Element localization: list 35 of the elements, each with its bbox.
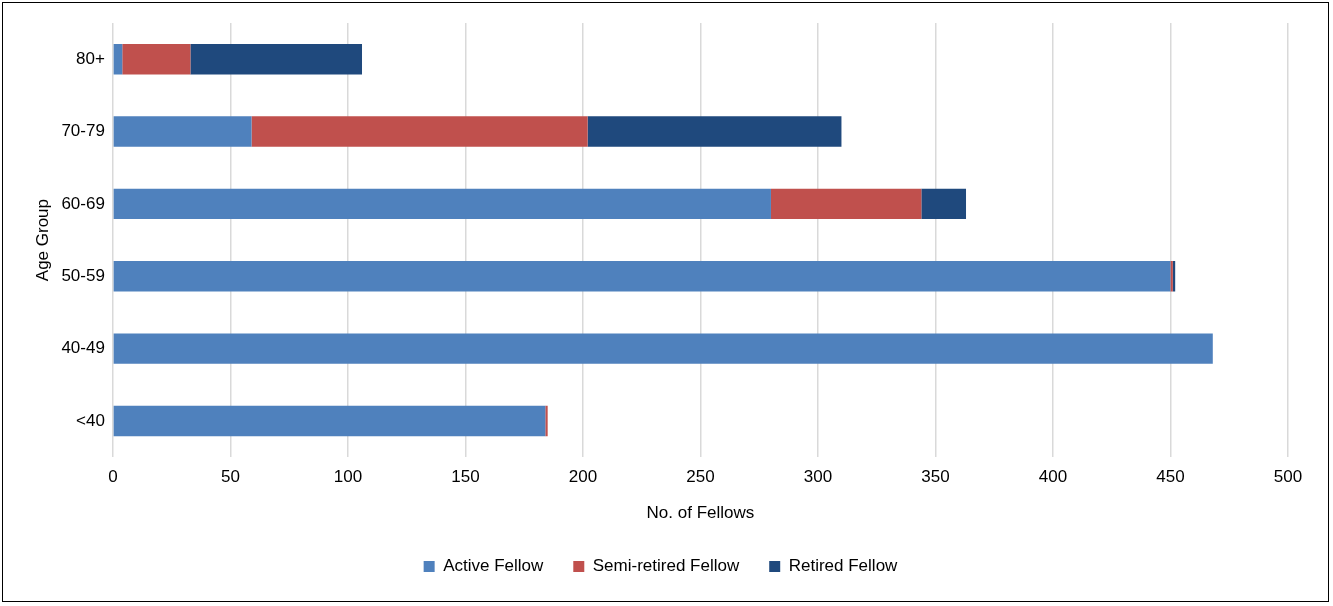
bar bbox=[113, 261, 1171, 292]
bar bbox=[545, 405, 548, 437]
bar bbox=[587, 116, 842, 147]
y-axis-title: Age Group bbox=[32, 198, 52, 282]
bar bbox=[190, 43, 363, 75]
bar bbox=[113, 188, 771, 220]
y-tick-label: 70-79 bbox=[61, 121, 105, 141]
x-tick-label: 500 bbox=[1273, 467, 1303, 487]
x-tick-label: 50 bbox=[220, 467, 240, 487]
x-tick-label: 400 bbox=[1038, 467, 1068, 487]
y-tick-label: 60-69 bbox=[61, 193, 105, 213]
y-tick-label: 50-59 bbox=[61, 265, 105, 285]
x-tick-label: 100 bbox=[333, 467, 363, 487]
x-axis-title: No. of Fellows bbox=[646, 503, 755, 523]
bar bbox=[113, 333, 1213, 364]
y-tick-label: 80+ bbox=[76, 48, 105, 68]
y-tick-label: 40-49 bbox=[61, 338, 105, 358]
legend-label: Retired Fellow bbox=[788, 556, 899, 576]
bar bbox=[113, 116, 252, 147]
bar bbox=[113, 43, 123, 75]
bar bbox=[113, 405, 546, 437]
y-tick-label: <40 bbox=[76, 410, 105, 430]
bar bbox=[251, 116, 588, 147]
bar bbox=[770, 188, 922, 220]
bar bbox=[122, 43, 191, 75]
bar bbox=[921, 188, 967, 220]
x-tick-label: 450 bbox=[1156, 467, 1185, 487]
x-tick-label: 0 bbox=[108, 467, 118, 487]
x-tick-label: 300 bbox=[803, 467, 833, 487]
x-tick-label: 150 bbox=[451, 467, 480, 487]
legend-label: Semi-retired Fellow bbox=[592, 556, 740, 576]
x-tick-label: 250 bbox=[686, 467, 715, 487]
x-tick-label: 200 bbox=[568, 467, 598, 487]
x-tick-label: 350 bbox=[921, 467, 950, 487]
legend-label: Active Fellow bbox=[443, 556, 545, 576]
